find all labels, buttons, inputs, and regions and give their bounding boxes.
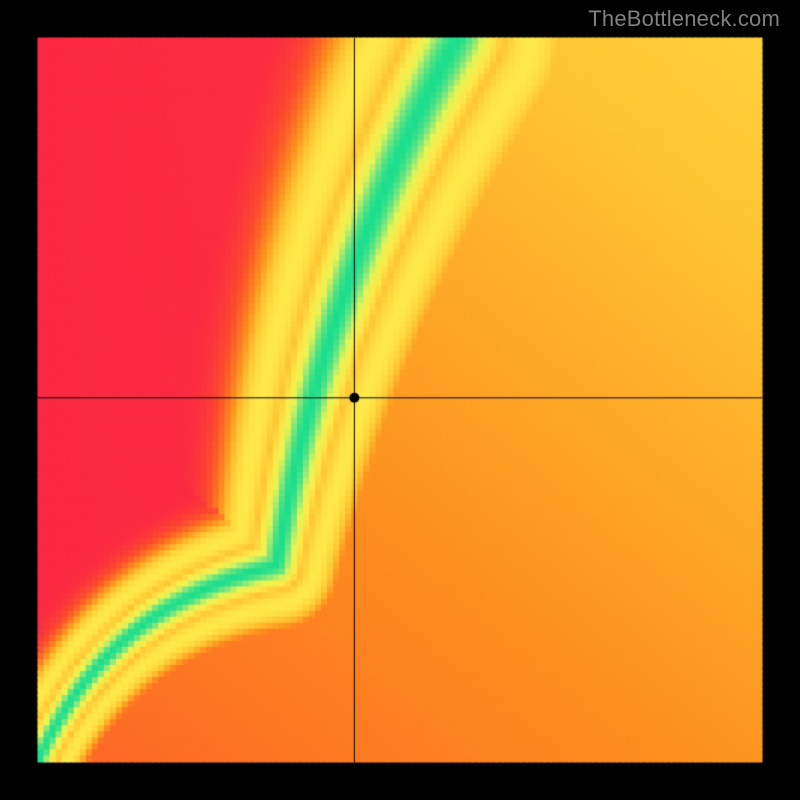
watermark-text: TheBottleneck.com xyxy=(588,6,780,32)
bottleneck-heatmap xyxy=(0,0,800,800)
